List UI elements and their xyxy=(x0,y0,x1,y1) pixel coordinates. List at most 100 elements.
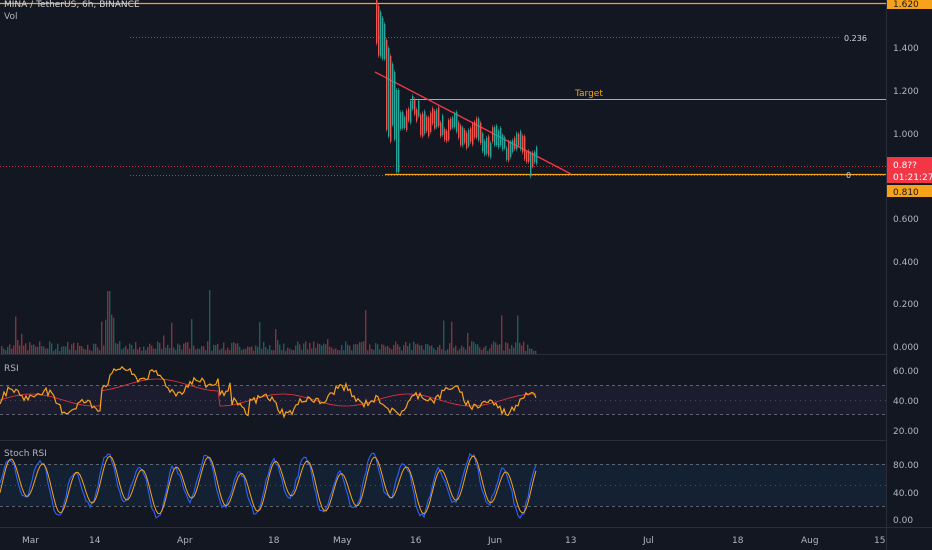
volume-bar xyxy=(483,347,485,354)
volume-bar xyxy=(97,347,99,354)
candle-body xyxy=(444,129,446,140)
volume-bar xyxy=(355,343,357,354)
volume-bar xyxy=(401,350,403,354)
volume-bar xyxy=(129,343,131,354)
volume-bar xyxy=(229,349,231,354)
volume-bar xyxy=(323,343,325,354)
candle-body xyxy=(524,136,526,160)
volume-bar xyxy=(31,344,33,354)
volume-bar xyxy=(337,349,339,354)
candle-body xyxy=(432,108,434,124)
current-price-badge[interactable] xyxy=(887,157,932,183)
candle-body xyxy=(456,111,458,132)
volume-bar xyxy=(119,341,121,354)
rsi-title[interactable]: RSI xyxy=(4,364,19,374)
time-axis[interactable]: Mar 14 Apr 18 May 16 Jun 13 Jul 18 Aug 1… xyxy=(22,536,885,546)
volume-bar xyxy=(389,348,391,354)
candle-body xyxy=(442,115,444,135)
candle-body xyxy=(522,135,524,153)
candle-body xyxy=(486,137,488,154)
volume-bar xyxy=(235,343,237,354)
volume-bar xyxy=(187,342,189,354)
volume-bar xyxy=(91,350,93,354)
volume-bar xyxy=(239,346,241,354)
symbol-header[interactable]: MINA / TetherUS, 6h, BINANCE xyxy=(4,0,140,10)
volume-bar xyxy=(263,341,265,354)
volume-bar xyxy=(163,335,165,354)
volume-bar xyxy=(191,319,193,354)
volume-bar xyxy=(381,344,383,354)
candle-body xyxy=(378,6,380,56)
candle-body xyxy=(520,131,522,150)
top-level-badge[interactable] xyxy=(887,0,932,9)
target-label: Target xyxy=(574,89,603,99)
volume-bar xyxy=(41,346,43,354)
volume-bar xyxy=(179,344,181,354)
volume-bar xyxy=(113,317,115,354)
volume-bar xyxy=(321,345,323,354)
volume-bar xyxy=(255,345,257,354)
volume-bar xyxy=(443,320,445,354)
volume-bar xyxy=(105,319,107,354)
candle-body xyxy=(382,18,384,59)
volume-bar xyxy=(211,350,213,354)
price-tick: 0.000 xyxy=(893,343,919,353)
volume-bar xyxy=(489,348,491,354)
top-level-badge-text: 1.620 xyxy=(893,0,919,10)
candle-body xyxy=(518,133,520,146)
volume-bar xyxy=(535,350,537,354)
volume-bar xyxy=(371,348,373,354)
time-tick: 13 xyxy=(565,536,576,546)
volume-bar xyxy=(275,329,277,354)
volume-bar xyxy=(309,343,311,354)
fib-0-label: 0 xyxy=(846,171,851,180)
time-tick: Mar xyxy=(22,536,39,546)
volume-bar xyxy=(501,315,503,354)
candle-body xyxy=(488,136,490,156)
volume-bar xyxy=(169,348,171,354)
support-badge[interactable] xyxy=(887,185,932,197)
volume-bar xyxy=(409,343,411,354)
candle-body xyxy=(482,133,484,152)
time-tick: Jul xyxy=(642,536,654,546)
volume-bar xyxy=(157,341,159,354)
volume-bar xyxy=(523,341,525,354)
volume-bar xyxy=(465,349,467,354)
volume-bar xyxy=(439,344,441,354)
volume-bar xyxy=(327,339,329,354)
volume-bar xyxy=(423,349,425,354)
volume-bar xyxy=(517,315,519,354)
candle-body xyxy=(412,96,414,109)
candle-body xyxy=(532,152,534,167)
rsi-ma-line xyxy=(0,378,536,407)
volume-bar xyxy=(277,340,279,354)
volume-bar xyxy=(461,345,463,354)
volume-bar xyxy=(67,342,69,354)
volume-bar xyxy=(135,342,137,354)
stoch-rsi-title[interactable]: Stoch RSI xyxy=(4,449,47,459)
candle-body xyxy=(410,101,412,123)
candle-body xyxy=(492,127,494,142)
candle-body xyxy=(398,90,400,172)
volume-bar xyxy=(361,342,363,354)
volume-bar xyxy=(19,345,21,354)
volume-bar xyxy=(183,343,185,354)
stoch-k-line xyxy=(0,452,537,519)
volume-bar xyxy=(243,348,245,354)
volume-bar xyxy=(481,349,483,354)
volume-bar xyxy=(185,342,187,354)
stoch-lines xyxy=(0,452,537,519)
volume-bar xyxy=(347,344,349,354)
candle-body xyxy=(376,0,378,44)
volume-bar xyxy=(295,345,297,354)
candle-body xyxy=(494,127,496,146)
volume-bar xyxy=(415,344,417,354)
candle-body xyxy=(448,119,450,140)
volume-bar xyxy=(73,342,75,354)
volume-bar xyxy=(15,316,17,354)
volume-bar xyxy=(315,347,317,354)
candle-body xyxy=(480,122,482,144)
volume-bar xyxy=(65,346,67,354)
volume-bar xyxy=(37,346,39,354)
